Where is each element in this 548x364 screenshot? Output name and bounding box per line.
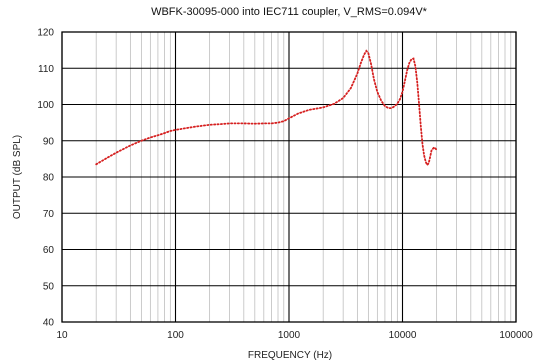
- series-line: [95, 49, 438, 167]
- x-tick-label: 10000: [389, 330, 417, 341]
- y-tick-label: 40: [43, 318, 55, 329]
- y-tick-label: 60: [43, 245, 55, 256]
- y-tick-label: 110: [38, 64, 54, 75]
- series-layer: [95, 49, 438, 167]
- x-tick-label: 1000: [278, 330, 301, 341]
- y-tick-label: 120: [37, 28, 54, 39]
- y-tick-label: 80: [43, 173, 55, 184]
- plot-frame: [61, 31, 517, 323]
- y-tick-label: 90: [43, 136, 55, 147]
- x-axis-label: FREQUENCY (Hz): [248, 350, 332, 361]
- y-tick-label: 50: [43, 281, 55, 292]
- y-tick-labels: 40 50 60 70 80 90 100 110 120: [37, 28, 54, 329]
- x-tick-labels: 10 100 1000 10000 100000: [56, 330, 533, 341]
- y-tick-label: 70: [43, 209, 55, 220]
- x-tick-label: 100000: [499, 330, 533, 341]
- x-tick-label: 100: [167, 330, 184, 341]
- x-tick-label: 10: [56, 330, 68, 341]
- y-axis-label: OUTPUT (dB SPL): [12, 135, 23, 219]
- grid: [61, 31, 517, 323]
- chart-title: WBFK-30095-000 into IEC711 coupler, V_RM…: [151, 6, 428, 18]
- y-tick-label: 100: [37, 100, 54, 111]
